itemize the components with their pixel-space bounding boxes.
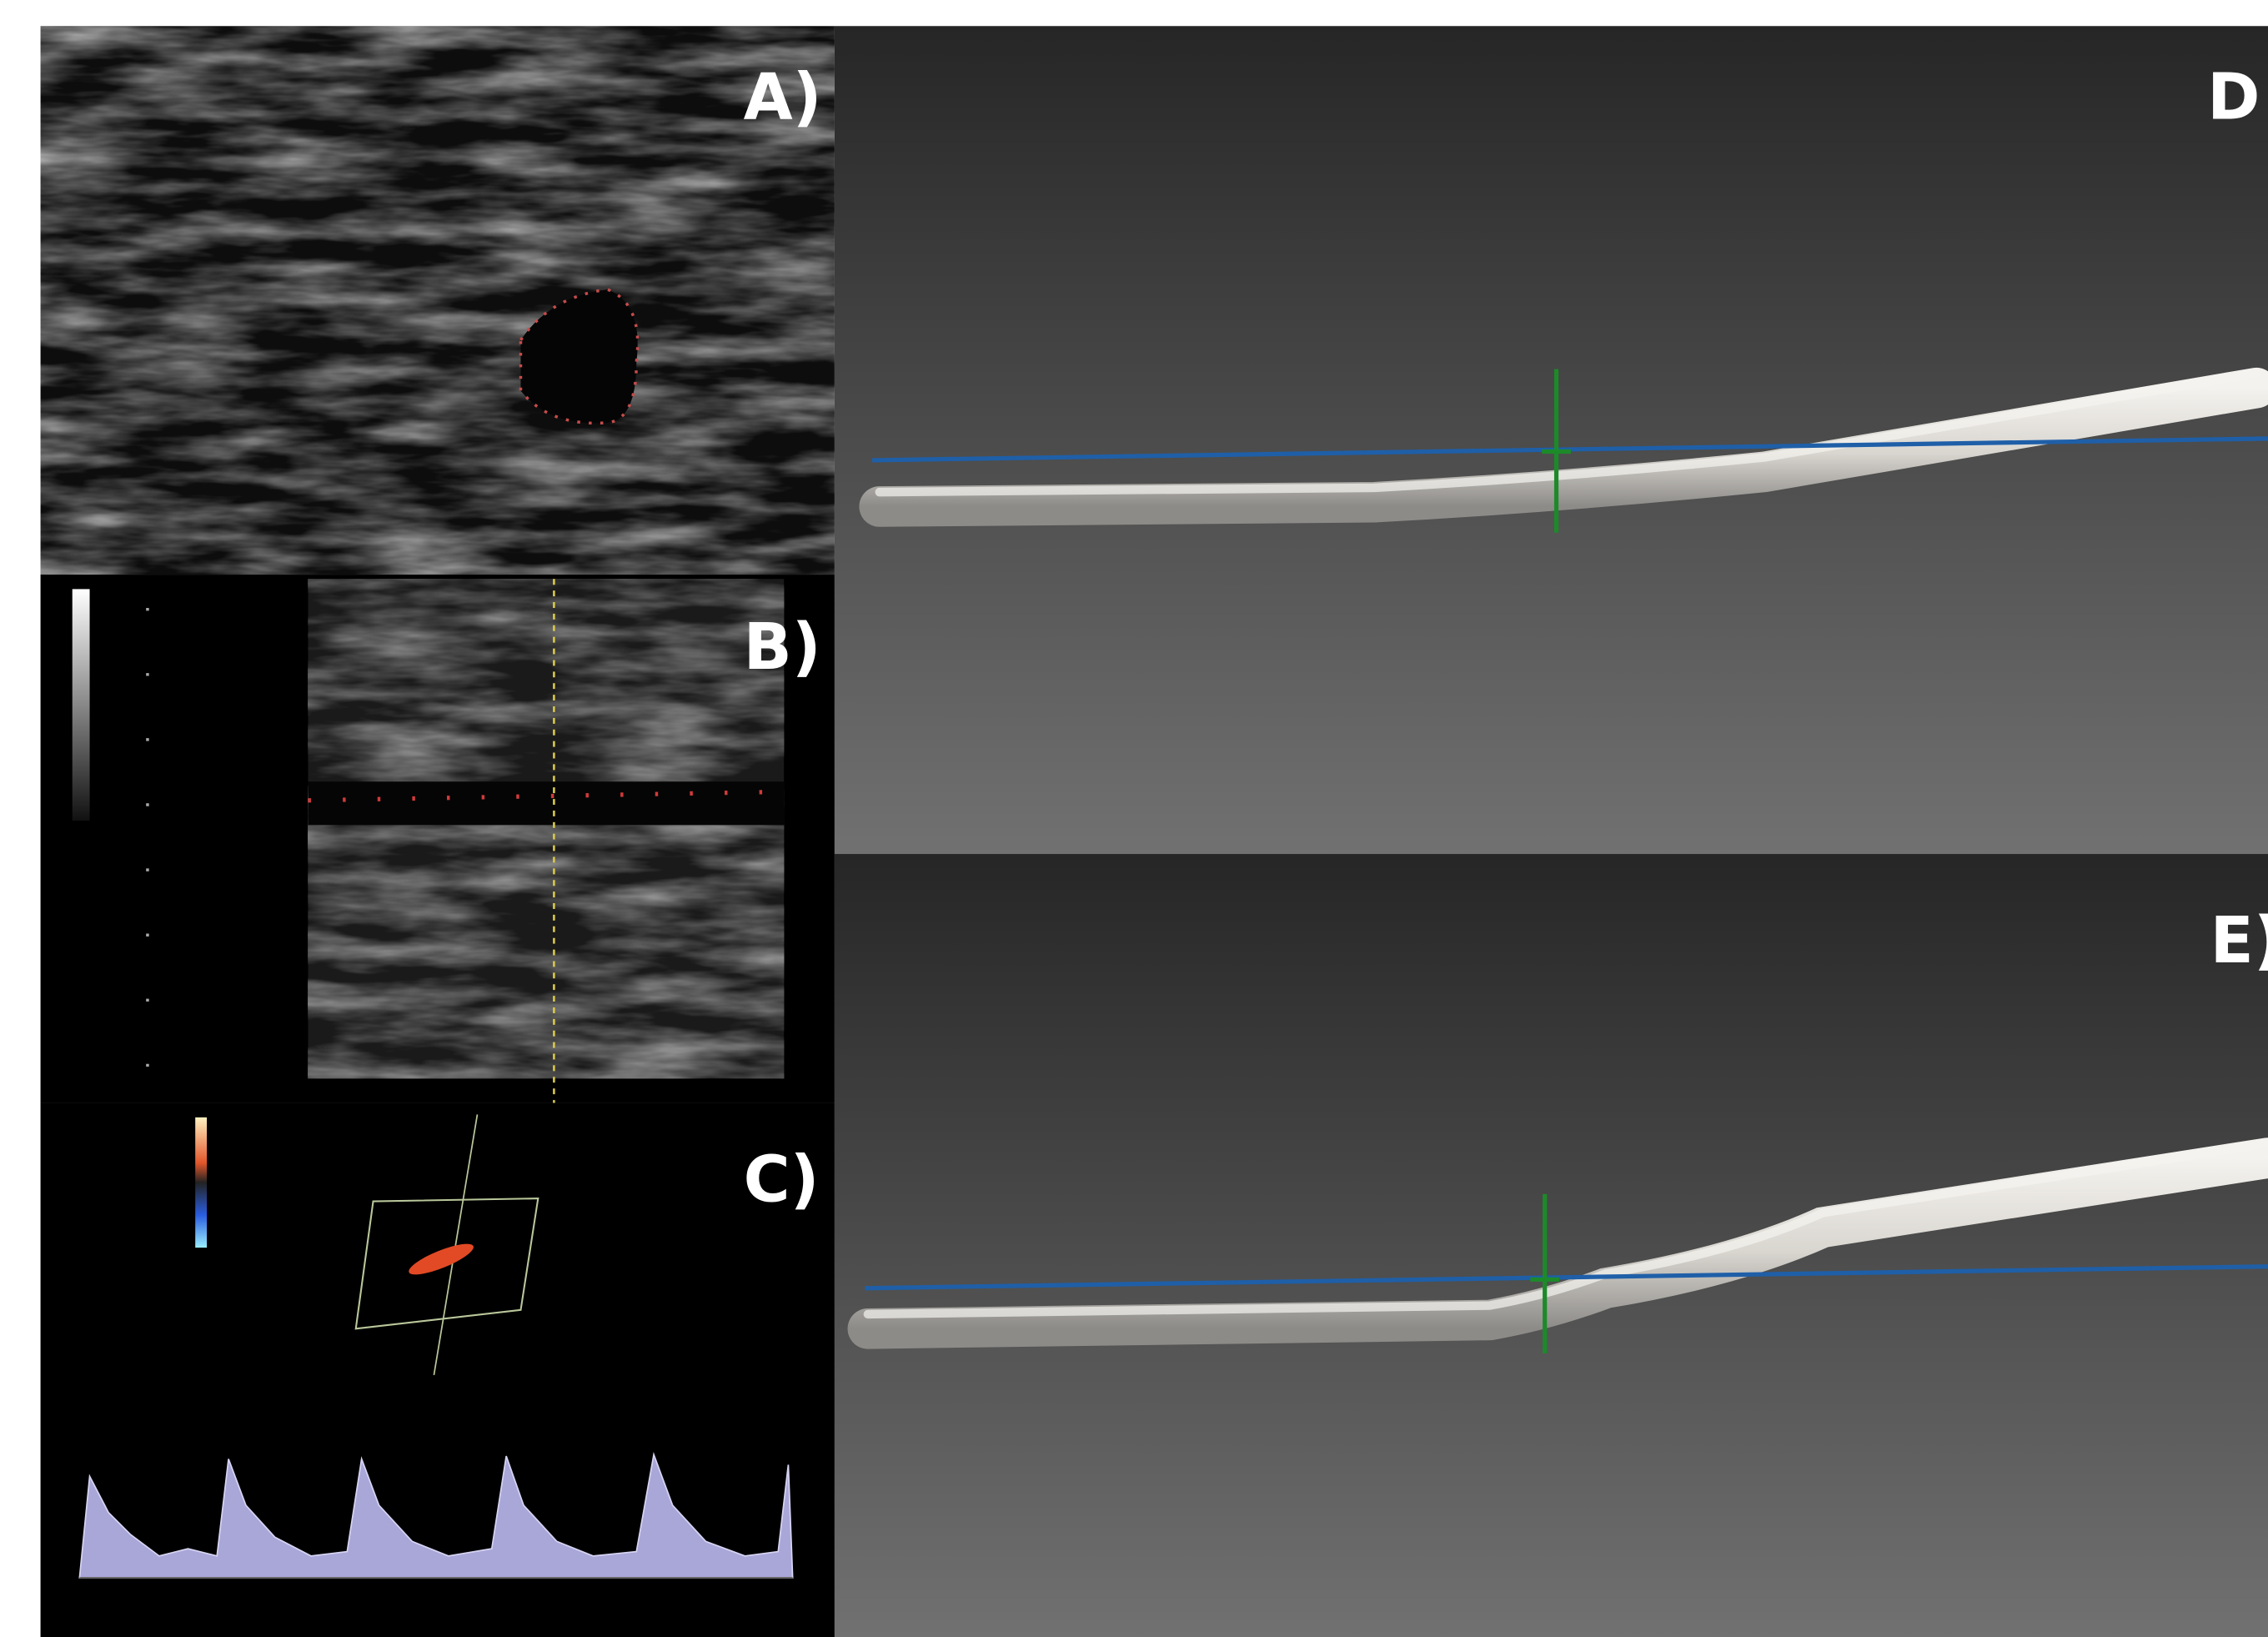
panel-label: C): [744, 1143, 820, 1218]
figure: A) B) C) D: [0, 0, 2268, 1637]
gray-scale-bar: [73, 589, 90, 821]
panel-e: E): [835, 854, 2268, 1637]
vessel-lumen: [308, 781, 784, 825]
ultrasound-texture: [308, 579, 784, 1078]
panel-label: E): [2210, 904, 2268, 978]
panel-label: A): [744, 60, 822, 134]
panel-b: B): [41, 575, 835, 1103]
panel-a: A): [41, 26, 835, 575]
color-scale-bar: [195, 1117, 207, 1248]
panel-label: B): [744, 610, 821, 685]
panel-c: C): [41, 1103, 835, 1637]
page: {"panels": {"a": {"label": "A)"}, "b": {…: [0, 0, 2268, 1637]
ultrasound-texture: [41, 26, 835, 575]
panel-d: D: [835, 26, 2268, 854]
panel-label: D: [2207, 60, 2260, 134]
render-background: [835, 854, 2268, 1637]
